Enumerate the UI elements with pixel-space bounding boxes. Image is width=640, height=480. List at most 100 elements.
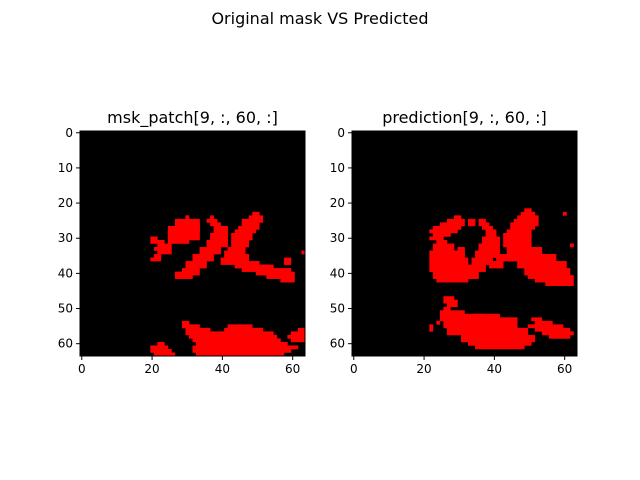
mask-pixels xyxy=(503,232,532,241)
mask-pixels xyxy=(478,222,490,227)
y-tick-label: 10 xyxy=(58,161,73,175)
x-tick-label: 40 xyxy=(215,362,230,376)
mask-pixels xyxy=(227,334,278,339)
mask-pixels xyxy=(510,225,536,230)
mask-pixels xyxy=(248,215,264,220)
mask-pixels xyxy=(429,327,434,332)
mask-pixels xyxy=(188,334,246,339)
x-tick-label: 60 xyxy=(557,362,572,376)
mask-pixels xyxy=(210,232,228,241)
mask-region-left-block xyxy=(429,239,476,283)
mask-pixels xyxy=(436,278,469,283)
mask-pixels xyxy=(443,299,458,304)
mask-pixels xyxy=(510,222,539,227)
mask-pixels xyxy=(531,317,543,322)
y-tick-label: 20 xyxy=(330,196,345,210)
mask-pixels xyxy=(301,250,306,255)
x-tick-label: 20 xyxy=(144,362,159,376)
mask-pixels xyxy=(496,254,511,262)
mask-pixels xyxy=(527,324,564,329)
mask-pixels xyxy=(436,320,441,325)
mask-pixels xyxy=(234,229,257,234)
mask-pixels xyxy=(297,327,306,332)
mask-pixels xyxy=(464,271,479,279)
mask-pixels xyxy=(524,268,571,276)
mask-pixels xyxy=(174,218,200,230)
mask-pixels xyxy=(241,268,292,272)
axes-title: msk_patch[9, :, 60, :] xyxy=(107,108,278,128)
mask-pixels xyxy=(192,338,264,343)
mask-pixels xyxy=(174,271,193,279)
mask-pixels xyxy=(468,218,476,227)
mask-pixels xyxy=(482,236,500,244)
mask-pixels xyxy=(206,218,218,223)
y-tick-label: 0 xyxy=(337,126,345,140)
mask-pixels xyxy=(196,352,285,357)
mask-pixels xyxy=(510,254,557,262)
mask-pixels xyxy=(457,247,465,258)
mask-pixels xyxy=(266,275,295,279)
mask-pixels xyxy=(213,225,228,234)
x-tick-label: 20 xyxy=(416,362,431,376)
mask-pixels xyxy=(439,310,465,315)
mask-pixels xyxy=(429,257,469,265)
mask-pixels xyxy=(248,338,281,343)
mask-pixels xyxy=(283,257,292,265)
mask-pixels xyxy=(460,334,536,343)
mask-region-center-v xyxy=(464,218,511,279)
y-tick-label: 60 xyxy=(330,337,345,351)
mask-pixels xyxy=(432,232,451,237)
mask-pixels xyxy=(290,338,306,343)
mask-region-left-curl xyxy=(150,236,172,262)
mask-pixels xyxy=(548,334,571,339)
mask-pixels xyxy=(489,261,504,269)
mask-pixels xyxy=(527,275,574,279)
mask-pixels xyxy=(185,331,228,336)
x-tick-label: 40 xyxy=(487,362,502,376)
mask-pixels xyxy=(432,271,476,279)
mask-pixels xyxy=(429,264,472,272)
mask-pixels xyxy=(227,324,253,329)
mask-pixels xyxy=(429,236,444,241)
mask-pixels xyxy=(471,313,486,318)
y-tick-label: 60 xyxy=(58,337,73,351)
mask-pixels xyxy=(475,250,500,258)
mask-pixels xyxy=(185,215,190,220)
mask-pixels xyxy=(513,218,539,223)
mask-panel: msk_patch[9, :, 60, :] 0 20 40 60 0 10 20 30 40 50… xyxy=(58,108,306,376)
mask-pixels xyxy=(287,334,306,339)
mask-pixels xyxy=(241,222,260,227)
mask-pixels xyxy=(210,222,221,227)
mask-pixels xyxy=(231,239,250,248)
y-tick-label: 20 xyxy=(58,196,73,210)
mask-region-bottom-band xyxy=(436,296,574,350)
mask-pixels xyxy=(569,243,574,248)
mask-pixels xyxy=(150,345,169,350)
mask-pixels xyxy=(534,278,574,283)
mask-pixels xyxy=(517,215,539,220)
y-tick-label: 40 xyxy=(58,266,73,280)
mask-pixels xyxy=(185,327,211,332)
mask-pixels xyxy=(181,320,190,325)
mask-pixels xyxy=(185,261,207,269)
mask-pixels xyxy=(485,317,518,322)
mask-pixels xyxy=(478,218,486,223)
mask-pixels xyxy=(231,261,260,265)
mask-pixels xyxy=(181,324,200,329)
prediction-panel: prediction[9, :, 60, :] 0 20 40 60 0 10 20 30 40 5… xyxy=(330,108,578,376)
mask-pixels xyxy=(255,271,295,276)
mask-pixels xyxy=(446,327,529,336)
mask-pixels xyxy=(153,254,162,258)
mask-region-upper-right-stroke xyxy=(227,211,306,283)
mask-pixels xyxy=(534,320,553,325)
mask-pixels xyxy=(429,324,434,329)
mask-pixels xyxy=(506,247,543,255)
mask-pixels xyxy=(520,211,536,216)
mask-region-upper-left-stroke xyxy=(167,215,200,244)
mask-region-bottom-left-blob xyxy=(150,341,176,357)
mask-pixels xyxy=(471,257,493,265)
mask-pixels xyxy=(475,345,525,350)
y-tick-label: 10 xyxy=(330,161,345,175)
mask-pixels xyxy=(517,261,567,269)
